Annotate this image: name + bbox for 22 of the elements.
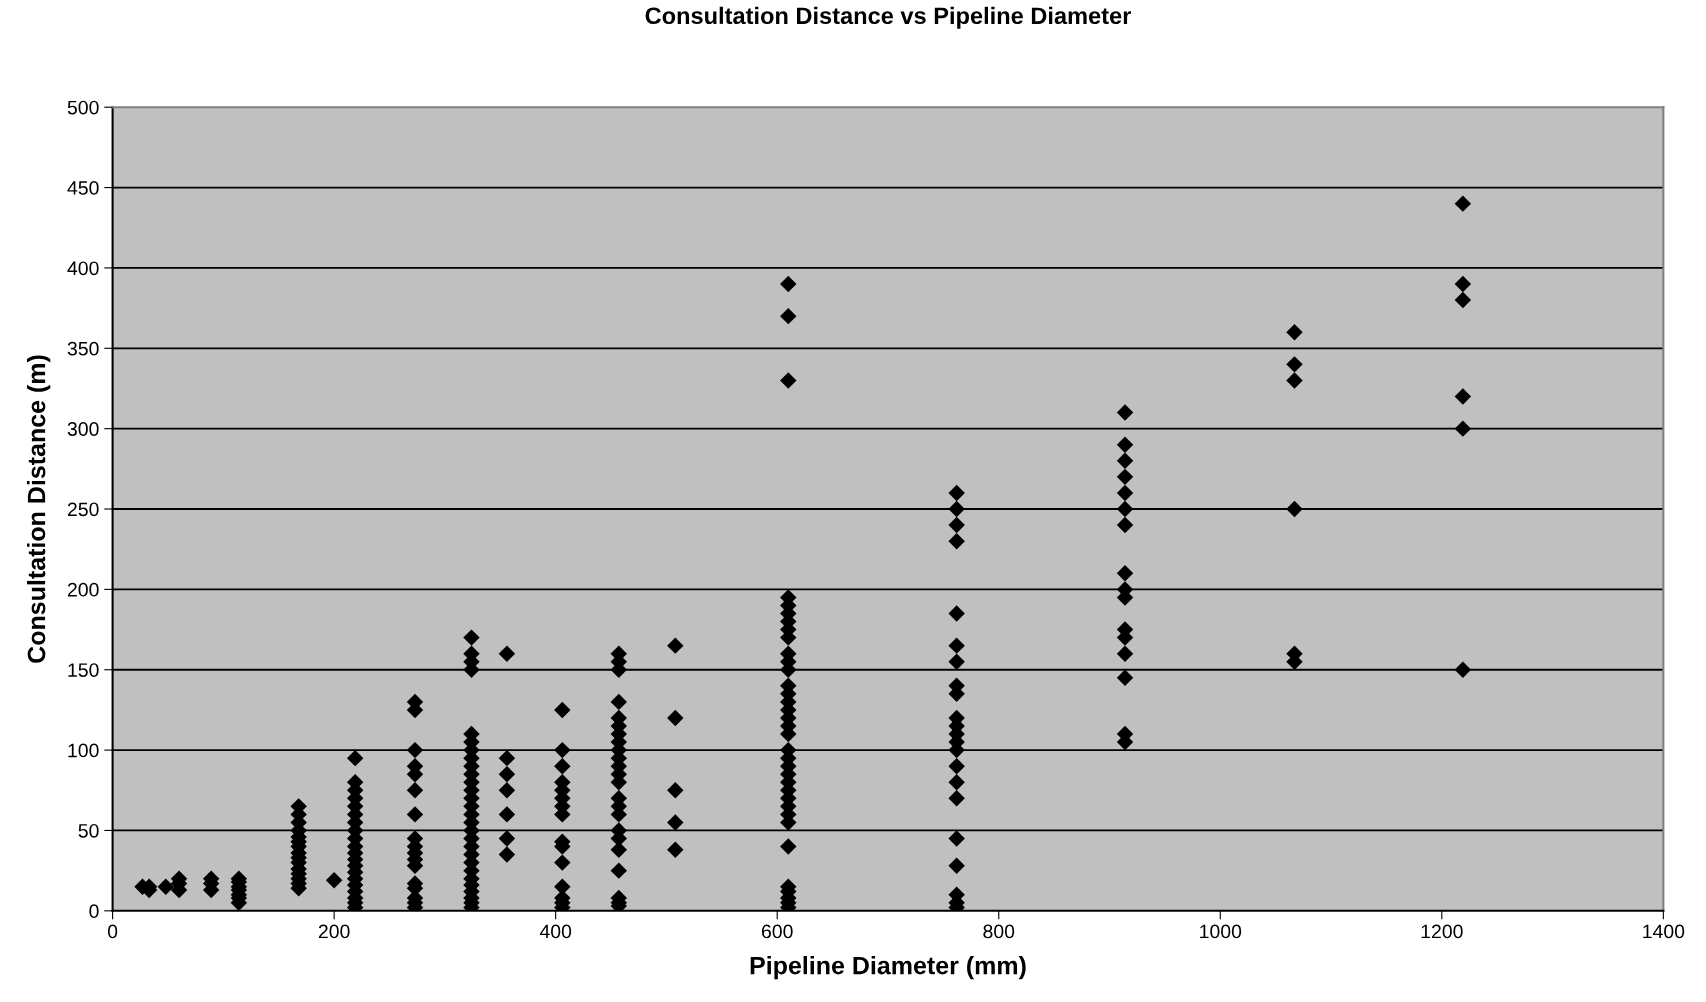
x-axis-title: Pipeline Diameter (mm)	[750, 956, 1026, 980]
y-tick-label: 250	[67, 502, 99, 517]
x-tick-label: 400	[539, 924, 572, 939]
y-tick-label: 200	[67, 582, 99, 597]
y-tick-label: 150	[68, 663, 99, 677]
y-tick-label: 100	[68, 743, 99, 758]
y-tick-label: 0	[89, 904, 99, 919]
y-tick-label: 350	[67, 341, 99, 356]
x-tick-label: 0	[107, 924, 118, 939]
y-tick-label: 300	[67, 422, 99, 436]
x-tick-label: 1000	[1200, 924, 1242, 939]
chart-title: Consultation Distance vs Pipeline Diameter	[645, 6, 1132, 29]
y-tick-label: 50	[78, 823, 99, 838]
x-tick-label: 1400	[1643, 924, 1685, 939]
y-tick-label: 450	[67, 181, 99, 195]
y-tick-label: 400	[67, 261, 99, 276]
x-tick-label: 600	[761, 924, 793, 939]
x-tick-label: 1200	[1421, 924, 1463, 939]
y-axis-title: Consultation Distance (m)	[26, 355, 51, 663]
x-tick-label: 200	[318, 924, 350, 939]
y-tick-label: 500	[67, 100, 99, 115]
x-tick-label: 800	[983, 924, 1015, 939]
